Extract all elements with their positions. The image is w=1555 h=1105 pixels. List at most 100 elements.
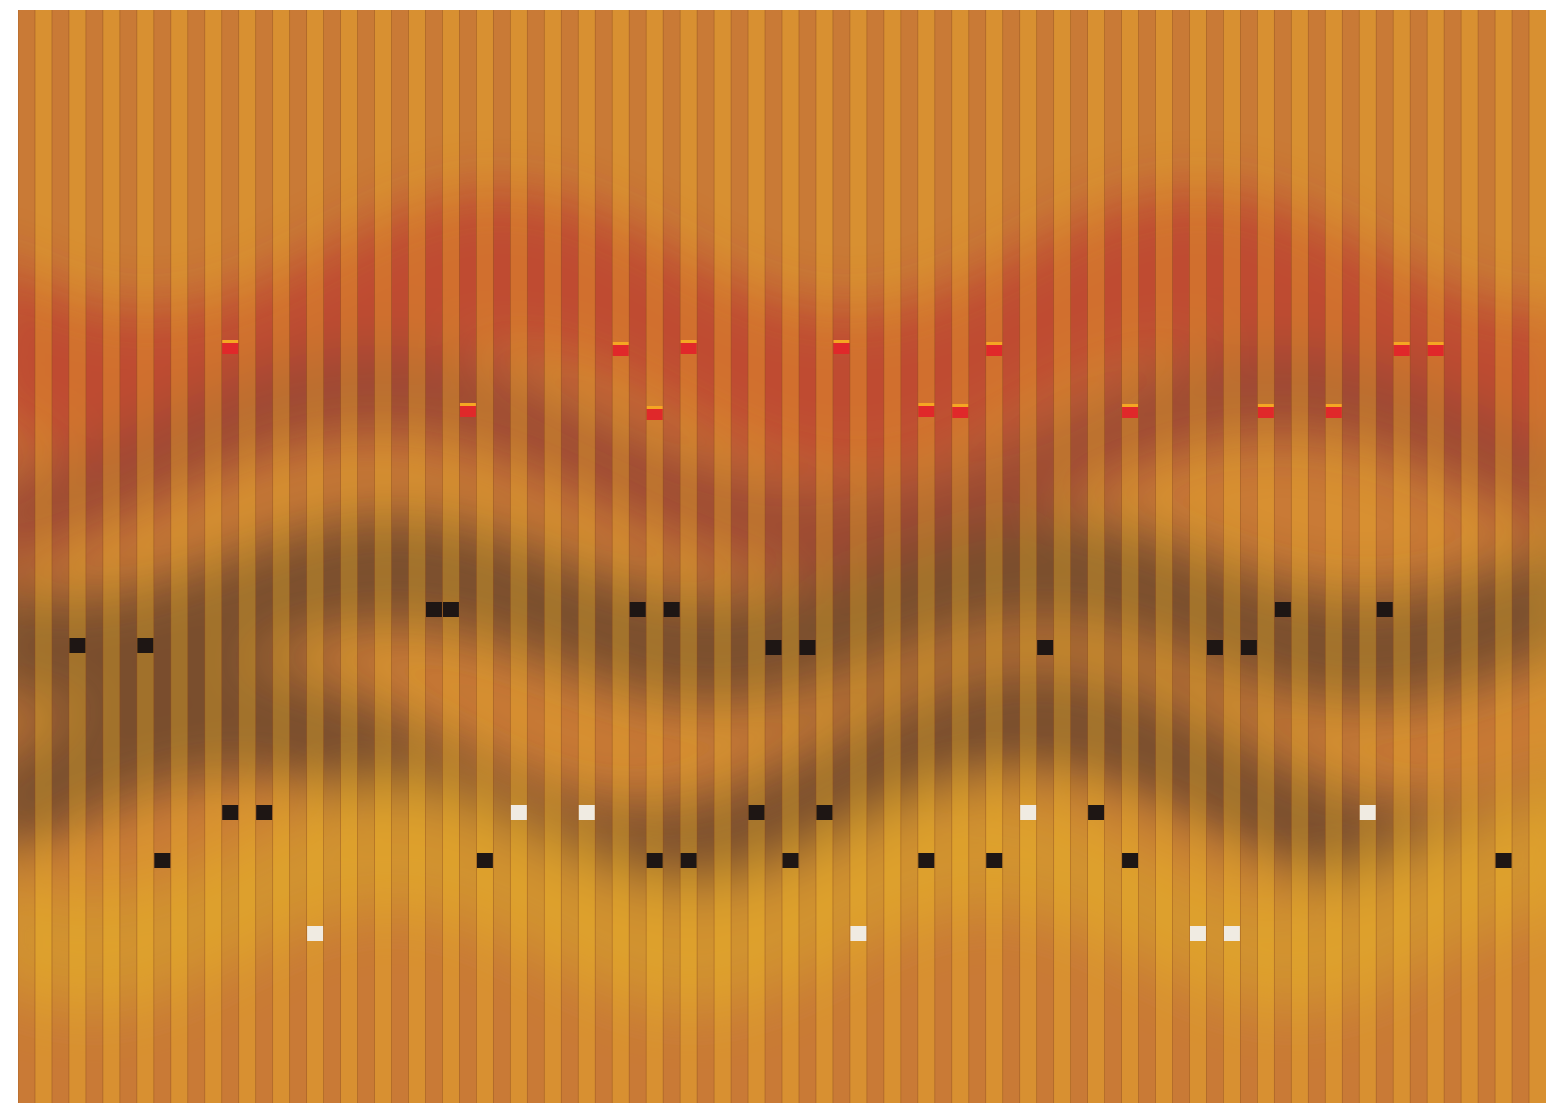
stripe-light	[1053, 10, 1071, 1103]
black-square	[663, 602, 680, 617]
white-square	[1020, 805, 1037, 820]
red-mark	[646, 406, 663, 420]
orange-dash	[222, 340, 239, 343]
stripe-dark	[18, 10, 35, 1103]
stripe-light	[1189, 10, 1207, 1103]
stripe-light	[1359, 10, 1377, 1103]
black-square	[782, 853, 799, 868]
stripe-dark	[255, 10, 273, 1103]
black-square	[1037, 640, 1054, 655]
white-square	[1223, 926, 1240, 941]
white-square	[578, 805, 595, 820]
stripe-dark	[1512, 10, 1530, 1103]
black-square	[765, 640, 782, 655]
orange-dash	[1122, 404, 1139, 407]
orange-dash	[833, 340, 850, 343]
stripe-dark	[663, 10, 681, 1103]
stripe-light	[340, 10, 358, 1103]
black-square	[646, 853, 663, 868]
stripe-dark	[832, 10, 850, 1103]
black-square	[680, 853, 697, 868]
stripe-dark	[51, 10, 69, 1103]
black-square	[256, 805, 273, 820]
stripe-dark	[391, 10, 409, 1103]
stripe-light	[714, 10, 732, 1103]
stripe-light	[1087, 10, 1105, 1103]
orange-dash	[986, 342, 1003, 345]
stripe-dark	[187, 10, 205, 1103]
orange-dash	[918, 403, 935, 406]
black-square	[799, 640, 816, 655]
red-mark	[1257, 404, 1274, 418]
red-mark	[833, 340, 850, 354]
stripe-light	[170, 10, 188, 1103]
stripe-dark	[731, 10, 749, 1103]
stripe-dark	[1036, 10, 1054, 1103]
red-mark	[1427, 342, 1444, 356]
striped-painting	[18, 10, 1546, 1103]
stripe-light	[136, 10, 154, 1103]
stripe-light	[917, 10, 935, 1103]
black-square	[425, 602, 442, 617]
stripe-dark	[1410, 10, 1428, 1103]
stripe-dark	[459, 10, 477, 1103]
red-mark	[680, 340, 697, 354]
black-square	[1376, 602, 1393, 617]
stripe-light	[1461, 10, 1479, 1103]
red-mark	[986, 342, 1003, 356]
stripe-dark	[798, 10, 816, 1103]
stripe-dark	[1172, 10, 1190, 1103]
black-square	[1495, 853, 1512, 868]
stripe-light	[815, 10, 833, 1103]
black-square	[986, 853, 1003, 868]
stripe-dark	[1104, 10, 1122, 1103]
orange-dash	[1393, 342, 1410, 345]
stripe-dark	[1240, 10, 1258, 1103]
red-mark	[952, 404, 969, 418]
square-marks	[69, 340, 1512, 941]
stripe-light	[1325, 10, 1343, 1103]
stripe-dark	[1342, 10, 1360, 1103]
white-square	[1359, 805, 1376, 820]
stripe-dark	[357, 10, 375, 1103]
stripe-dark	[1274, 10, 1292, 1103]
stripe-dark	[1308, 10, 1326, 1103]
black-square	[629, 602, 646, 617]
red-mark	[918, 403, 935, 417]
artwork-frame	[18, 10, 1546, 1103]
stripe-light	[849, 10, 867, 1103]
orange-dash	[646, 406, 663, 409]
orange-dash	[1325, 404, 1342, 407]
stripe-light	[1121, 10, 1139, 1103]
black-square	[69, 638, 86, 653]
black-square	[918, 853, 935, 868]
stripe-light	[646, 10, 664, 1103]
red-mark	[1122, 404, 1139, 418]
red-mark	[222, 340, 239, 354]
stripe-dark	[900, 10, 918, 1103]
black-square	[476, 853, 493, 868]
red-mark	[459, 403, 476, 417]
stripe-light	[510, 10, 528, 1103]
stripe-dark	[561, 10, 579, 1103]
orange-dash	[680, 340, 697, 343]
stripe-dark	[527, 10, 545, 1103]
black-square	[222, 805, 239, 820]
red-mark	[1325, 404, 1342, 418]
stripe-light	[1529, 10, 1546, 1103]
stripe-light	[34, 10, 52, 1103]
stripe-light	[1019, 10, 1037, 1103]
stripe-dark	[425, 10, 443, 1103]
stripe-dark	[1206, 10, 1224, 1103]
stripe-dark	[1002, 10, 1020, 1103]
stripe-light	[1495, 10, 1513, 1103]
stripe-dark	[968, 10, 986, 1103]
white-square	[510, 805, 527, 820]
stripe-light	[1291, 10, 1309, 1103]
stripe-light	[204, 10, 222, 1103]
stripe-dark	[1070, 10, 1088, 1103]
stripe-light	[408, 10, 426, 1103]
stripe-dark	[697, 10, 715, 1103]
black-square	[154, 853, 171, 868]
black-square	[1122, 853, 1139, 868]
